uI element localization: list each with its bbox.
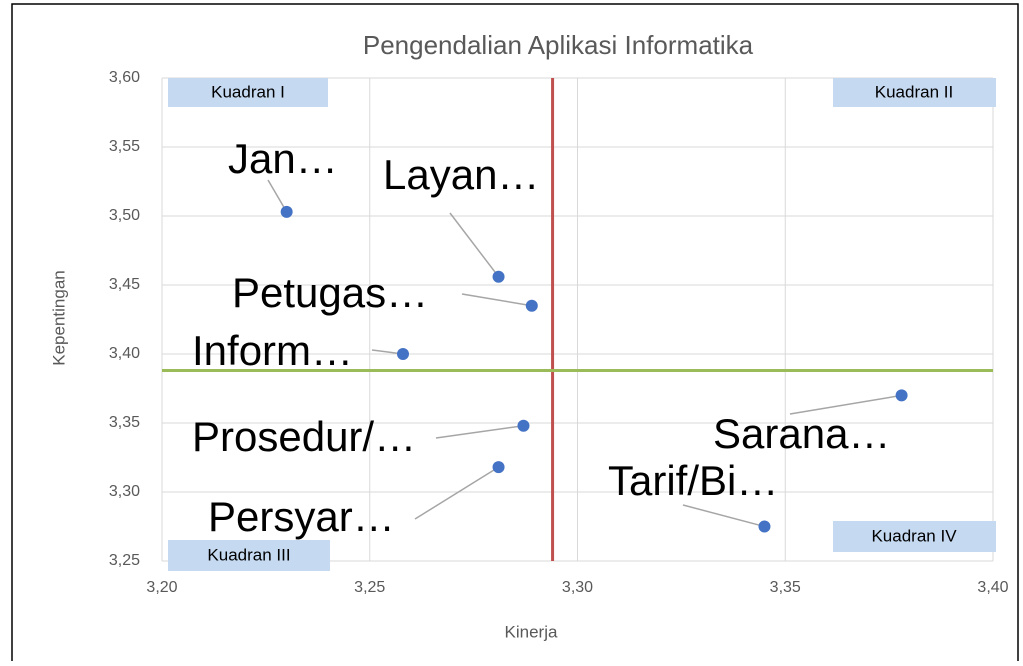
- point-label: Layan…: [383, 151, 539, 198]
- y-tick-label: 3,45: [109, 276, 140, 293]
- point: [396, 348, 409, 360]
- quadrant-label: Kuadran III: [207, 545, 290, 564]
- points: [280, 205, 908, 533]
- y-tick-label: 3,40: [109, 345, 140, 362]
- point: [517, 419, 530, 432]
- quadrant-box: [168, 540, 330, 571]
- quadrant-box: [833, 78, 996, 107]
- x-tick-label: 3,30: [562, 579, 593, 596]
- y-axis-title: Kepentingan: [49, 270, 68, 365]
- point-label: Jan…: [228, 135, 338, 182]
- grid: [161, 77, 994, 562]
- y-tick-label: 3,30: [109, 483, 140, 500]
- leader-line: [435, 425, 524, 439]
- leader-line: [461, 293, 532, 307]
- quadrant-label: Kuadran II: [875, 82, 953, 101]
- y-tick-label: 3,25: [109, 552, 140, 569]
- point: [492, 270, 505, 283]
- quadrant-label: Kuadran IV: [871, 526, 957, 545]
- point: [525, 299, 538, 312]
- leader-line: [449, 212, 500, 278]
- point: [895, 389, 908, 402]
- leader-line: [267, 179, 288, 213]
- point-labels: Jan… Layan… Petugas… Inform… Sarana… Prosedur…: [192, 135, 890, 540]
- x-axis-title: Kinerja: [505, 622, 558, 641]
- leader-line: [789, 394, 902, 415]
- x-tick-label: 3,35: [770, 579, 801, 596]
- leader-line: [682, 504, 765, 528]
- x-tick-label: 3,20: [146, 579, 177, 596]
- quadrant-label: Kuadran I: [211, 82, 285, 101]
- point-label: Tarif/Bi…: [608, 457, 778, 504]
- point: [492, 461, 505, 474]
- x-tick-label: 3,40: [977, 579, 1008, 596]
- chart-title: Pengendalian Aplikasi Informatika: [363, 30, 754, 60]
- leader-line: [414, 466, 499, 520]
- point: [758, 520, 771, 533]
- x-tick-label: 3,25: [354, 579, 385, 596]
- y-tick-label: 3,60: [109, 69, 140, 86]
- point-label: Petugas…: [232, 269, 428, 316]
- quadrant-box: [833, 521, 996, 552]
- quadrant-boxes: Kuadran I Kuadran II Kuadran III Kuadran…: [168, 78, 996, 571]
- point: [280, 205, 293, 218]
- y-tick-label: 3,50: [109, 207, 140, 224]
- point-label: Persyar…: [208, 493, 395, 540]
- reference-lines: [162, 78, 993, 561]
- point-label: Sarana…: [713, 410, 890, 457]
- y-tick-label: 3,55: [109, 138, 140, 155]
- point-label: Inform…: [192, 327, 353, 374]
- quadrant-box: [168, 78, 328, 107]
- point-label: Prosedur/…: [192, 413, 416, 460]
- y-tick-label: 3,35: [109, 414, 140, 431]
